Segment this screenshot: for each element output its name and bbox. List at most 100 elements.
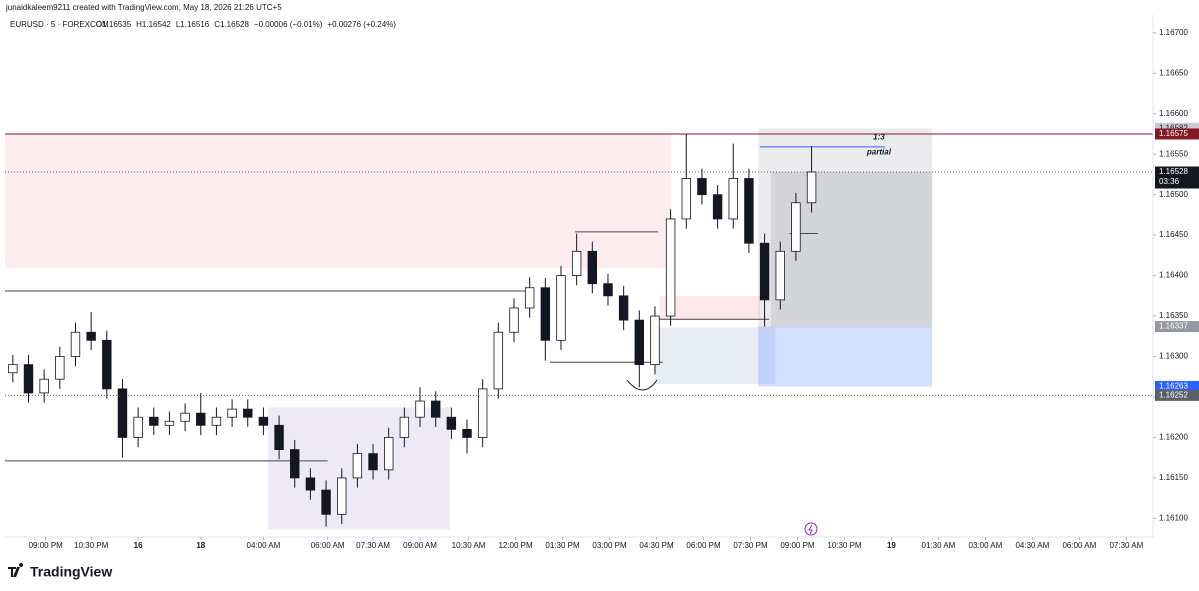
x-tick-label: 01:30 PM [545,541,580,550]
candle-body [368,453,378,471]
ohlc-value: H1.16542 [136,20,171,29]
candle-body [759,242,770,301]
ohlc-value: L1.16516 [176,20,210,29]
candle-body [681,178,691,220]
candle-body [102,339,112,390]
x-tick-label: 04:30 PM [639,541,674,550]
candle-body [509,307,519,333]
price-label: 1.16337 [1159,322,1188,331]
price-label: 1.16528 [1159,167,1188,176]
candle-body [712,194,723,220]
price-label-box [1155,389,1199,401]
y-tick-label: 1.16550 [1159,149,1188,158]
y-tick-label: 1.16600 [1159,109,1188,118]
arc-drawing [626,379,658,391]
y-tick-label: 1.16500 [1159,190,1188,199]
candle-body [23,364,34,394]
y-tick-label: 1.16100 [1159,513,1188,522]
y-tick-label: 1.16200 [1159,433,1188,442]
x-tick-label: 03:00 PM [592,541,627,550]
candle-body [634,319,645,366]
y-tick-label: 1.16300 [1159,352,1188,361]
candle-body [227,408,237,418]
candle-body [55,356,65,380]
y-tick-label: 1.16650 [1159,68,1188,77]
drawing-lines [5,133,1153,462]
y-tick-label: 1.16150 [1159,473,1188,482]
y-tick-label: 1.16450 [1159,230,1188,239]
event-icon [804,522,818,536]
x-tick-label: 04:30 AM [1015,541,1049,550]
candle-body [86,331,96,341]
candle-body [587,250,598,285]
candles [8,133,817,527]
candle-body [305,477,316,491]
price-label-box [1155,128,1199,140]
price-label-box [1155,321,1199,333]
brand: TradingView [30,564,112,580]
candle-body [274,424,284,450]
candle-body [39,378,49,394]
zone [5,133,671,269]
candle-body [806,171,817,204]
x-tick-label: 01:30 AM [922,541,956,550]
x-tick-label: 06:00 AM [1062,541,1096,550]
zone [654,327,776,385]
day-change: +0.00276 (+0.24%) [327,20,396,29]
ohlc-legend: O1.16535 H1.16542 L1.16516 C1.16528 −0.00006… [96,20,396,29]
candle-body [556,275,566,341]
countdown: 03:36 [1159,177,1180,186]
x-tick-label: 09:00 PM [780,541,815,550]
candle-body [462,428,472,438]
credit: junaidkaleem9211 created with TradingVie… [5,3,282,12]
candle-body [618,295,629,321]
candle-body [571,250,582,276]
price-label: 1.16263 [1159,382,1188,391]
candle-body [290,449,300,479]
x-tick-label: 19 [887,541,896,550]
x-tick-label: 07:30 AM [1109,541,1143,550]
price-label-box [1155,380,1199,392]
candle-body [352,453,363,479]
x-tick-label: 06:00 PM [686,541,721,550]
x-tick-label: 16 [134,541,143,550]
candle-body [697,178,707,196]
candle-body [650,315,660,366]
change: −0.00006 (−0.01%) [254,20,323,29]
candle-body [133,416,143,438]
candle-body [321,489,331,515]
candle-body [446,416,457,430]
y-tick-label: 1.16700 [1159,28,1188,37]
y-tick-label: 1.16400 [1159,271,1188,280]
candle-body [149,416,159,426]
price-label: 1.16252 [1159,390,1188,399]
x-tick-label: 04:00 AM [247,541,281,550]
candle-body [258,416,269,426]
ohlc-value: C1.16528 [214,20,249,29]
x-tick-label: 10:30 AM [452,541,486,550]
candle-body [493,331,504,390]
zone [659,295,760,321]
candle-body [791,202,801,252]
candle-body [164,420,175,426]
price-label: 1.16582 [1159,123,1188,132]
x-tick-label: 10:30 PM [74,541,109,550]
candle-body [243,408,253,418]
candle-body [384,437,394,471]
x-tick-label: 09:00 PM [29,541,64,550]
x-tick-label: 07:30 PM [733,541,768,550]
zone [758,326,933,387]
ohlc-value: O1.16535 [96,20,132,29]
annotation: 1:3 [873,132,885,141]
price-label-box [1155,166,1199,189]
x-tick-label: 03:00 AM [969,541,1003,550]
zone [758,128,933,328]
x-tick-label: 18 [196,541,205,550]
y-tick-label: 1.16350 [1159,311,1188,320]
candle-body [70,331,81,357]
candle-body [196,412,206,426]
candle-body [211,416,222,426]
candle-body [728,178,738,220]
